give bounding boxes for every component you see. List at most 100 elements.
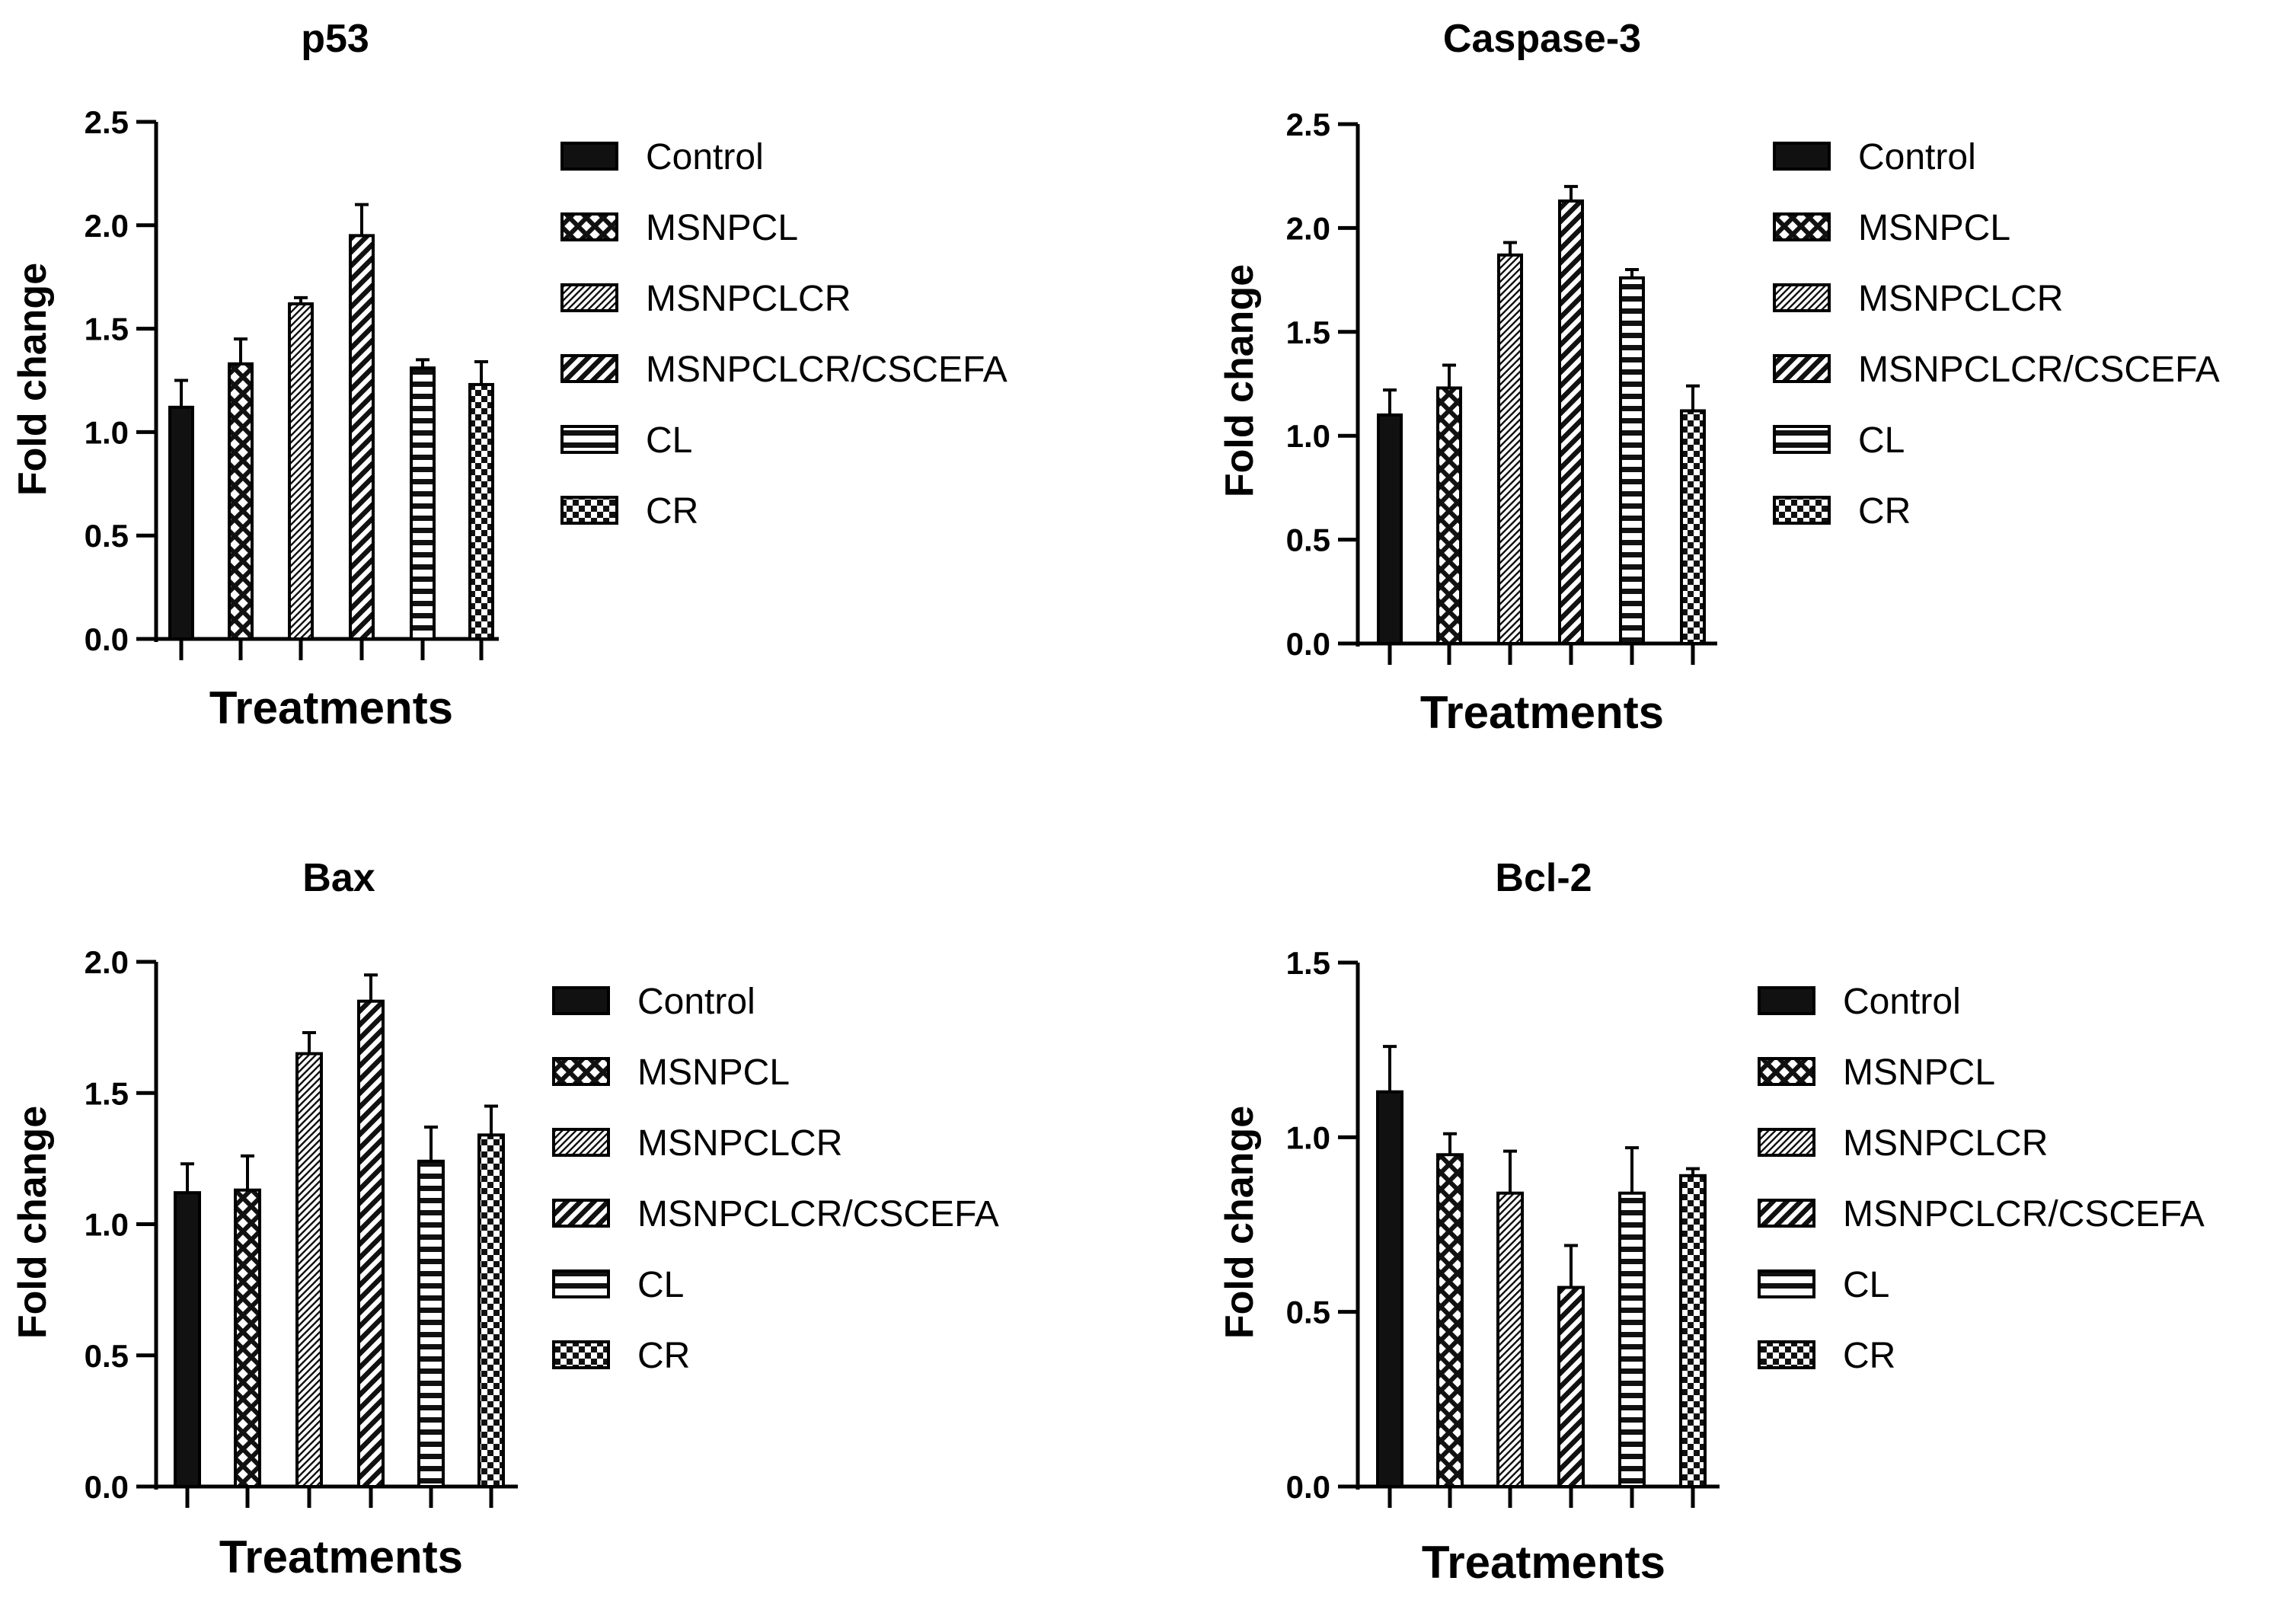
chart-panel-2: Caspase-3 0.0 0.5 1.0 1.5 2.0 2.5 Treatments Fol… (1218, 17, 2220, 738)
legend-swatch (1773, 354, 1831, 383)
legend-label: Control (1858, 137, 1976, 177)
x-axis-label: Treatments (1420, 687, 1664, 738)
bar-cl (410, 366, 436, 640)
legend-label: MSNPCLCR (1843, 1123, 2048, 1164)
y-tick-label: 0.5 (1286, 1295, 1330, 1330)
y-tick-label: 0.5 (1286, 522, 1330, 558)
x-axis-label: Treatments (1422, 1537, 1665, 1588)
legend-swatch (560, 354, 618, 383)
legend: Control MSNPCL MSNPCLCR MSNPCLCR/CSCEFA CL CR (552, 982, 999, 1376)
bar-msnpclcr (1497, 253, 1523, 645)
bar-msnpcl (228, 362, 254, 640)
x-axis-label: Treatments (209, 682, 453, 733)
legend-label: CL (1843, 1265, 1889, 1305)
bar-msnpclcr (288, 302, 314, 640)
y-tick-label: 1.0 (1286, 418, 1330, 454)
y-tick-label: 0.5 (85, 518, 129, 554)
bar-cl (417, 1159, 445, 1488)
y-tick-label: 2.5 (85, 104, 129, 140)
legend: Control MSNPCL MSNPCLCR MSNPCLCR/CSCEFA CL CR (560, 137, 1007, 532)
bar-msnpclcr (1496, 1191, 1524, 1488)
y-tick-label: 1.0 (1286, 1119, 1330, 1155)
y-tick-label: 0.0 (1286, 626, 1330, 662)
legend-label: CL (1858, 420, 1905, 461)
bar-cr (1679, 1174, 1707, 1488)
legend: Control MSNPCL MSNPCLCR MSNPCLCR/CSCEFA CL CR (1773, 137, 2220, 532)
legend-label: MSNPCL (1858, 208, 2010, 248)
legend-label: MSNPCLCR/CSCEFA (637, 1194, 999, 1234)
bar-msnpclcr-cscefa (349, 234, 375, 640)
bar-msnpcl (234, 1188, 261, 1488)
legend-label: CR (1858, 491, 1911, 532)
bar-control (1376, 1090, 1403, 1488)
legend-label: MSNPCLCR/CSCEFA (1858, 350, 2220, 390)
legend-label: MSNPCLCR/CSCEFA (646, 350, 1007, 390)
legend-swatch (1758, 986, 1815, 1015)
legend-label: CL (646, 420, 692, 461)
y-tick-label: 1.0 (85, 1207, 129, 1243)
y-tick-label: 2.5 (1286, 107, 1330, 142)
legend-label: Control (1843, 982, 1961, 1022)
legend-label: MSNPCLCR (637, 1123, 842, 1164)
legend-swatch (552, 986, 610, 1015)
y-axis-label: Fold change (11, 1106, 55, 1339)
legend-label: CR (637, 1336, 690, 1376)
y-tick-label: 1.5 (1286, 315, 1330, 350)
chart-title: Bax (302, 856, 375, 900)
legend-swatch (560, 496, 618, 525)
legend-label: CR (1843, 1336, 1895, 1376)
legend-swatch (560, 212, 618, 241)
bar-cl (1619, 276, 1645, 645)
legend-swatch (1773, 496, 1831, 525)
bar-msnpclcr-cscefa (357, 999, 385, 1489)
y-axis-label: Fold change (11, 263, 55, 496)
y-tick-label: 1.0 (85, 414, 129, 450)
bar-msnpcl (1436, 1153, 1464, 1489)
legend-swatch (560, 283, 618, 312)
bar-cr (1680, 409, 1706, 645)
y-tick-label: 0.0 (85, 1469, 129, 1505)
legend-swatch (552, 1128, 610, 1157)
legend-swatch (552, 1340, 610, 1369)
bar-cl (1618, 1191, 1646, 1488)
legend-swatch (552, 1199, 610, 1228)
legend-swatch (1758, 1199, 1815, 1228)
bar-msnpclcr-cscefa (1557, 1285, 1585, 1489)
legend-label: MSNPCLCR (646, 279, 851, 319)
legend-swatch (1758, 1269, 1815, 1298)
chart-title: Bcl-2 (1495, 856, 1592, 900)
y-tick-label: 2.0 (85, 944, 129, 980)
legend-swatch (1773, 142, 1831, 171)
y-tick-label: 1.5 (85, 1075, 129, 1111)
y-tick-label: 1.5 (1286, 945, 1330, 981)
chart-title: Caspase-3 (1443, 17, 1641, 61)
bar-cr (468, 382, 494, 640)
y-axis-label: Fold change (1218, 264, 1262, 497)
legend-swatch (1773, 212, 1831, 241)
legend-swatch (1758, 1128, 1815, 1157)
y-tick-label: 1.5 (85, 311, 129, 347)
bar-control (1377, 413, 1403, 645)
bar-control (174, 1191, 201, 1489)
legend: Control MSNPCL MSNPCLCR MSNPCLCR/CSCEFA CL CR (1758, 982, 2205, 1376)
legend-swatch (560, 142, 618, 171)
bar-msnpclcr-cscefa (1558, 199, 1584, 646)
legend-label: Control (637, 982, 755, 1022)
legend-swatch (1758, 1057, 1815, 1086)
chart-panel-3: Bax 0.0 0.5 1.0 1.5 2.0 Treatments Fold change C… (11, 856, 999, 1582)
bar-msnpclcr (295, 1052, 323, 1488)
legend-swatch (1758, 1340, 1815, 1369)
bar-msnpcl (1436, 386, 1462, 645)
legend-label: MSNPCL (1843, 1052, 1995, 1093)
bar-control (168, 405, 194, 640)
y-tick-label: 0.0 (1286, 1469, 1330, 1505)
legend-label: MSNPCL (646, 208, 798, 248)
y-axis-label: Fold change (1218, 1106, 1262, 1339)
legend-label: MSNPCLCR (1858, 279, 2063, 319)
legend-label: CL (637, 1265, 684, 1305)
chart-panel-1: p53 0.0 0.5 1.0 1.5 2.0 2.5 Treatments Fold chan… (11, 17, 1007, 733)
x-axis-label: Treatments (219, 1531, 463, 1582)
legend-swatch (1773, 283, 1831, 312)
y-tick-label: 2.0 (85, 208, 129, 244)
legend-label: CR (646, 491, 698, 532)
